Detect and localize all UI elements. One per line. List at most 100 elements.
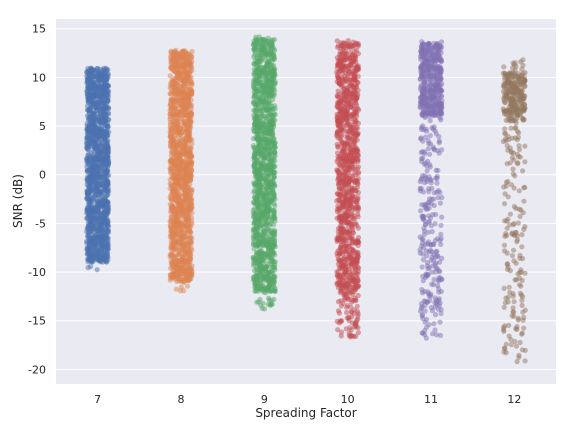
data-point: [94, 254, 99, 259]
data-point: [185, 242, 190, 247]
series-sf-8: [168, 48, 195, 294]
data-point: [267, 182, 272, 187]
data-point: [171, 161, 176, 166]
data-point: [352, 75, 357, 80]
data-point: [254, 151, 259, 156]
data-point: [89, 239, 94, 244]
data-point: [264, 287, 269, 292]
data-point: [260, 270, 265, 275]
data-point: [175, 61, 180, 66]
data-point: [355, 212, 360, 217]
data-point: [352, 178, 357, 183]
data-point: [91, 111, 96, 116]
data-point: [103, 162, 108, 167]
data-point: [356, 190, 361, 195]
data-point: [173, 149, 178, 154]
data-point: [271, 51, 276, 56]
data-point: [251, 190, 256, 195]
data-point: [88, 99, 93, 104]
data-point: [182, 260, 187, 265]
data-point: [189, 221, 194, 226]
data-point: [89, 125, 94, 130]
data-point: [265, 88, 270, 93]
data-point: [258, 162, 263, 167]
data-point: [335, 94, 340, 99]
data-point: [179, 102, 184, 107]
data-point: [181, 149, 186, 154]
data-point: [251, 165, 256, 170]
data-point: [104, 235, 109, 240]
data-point: [185, 284, 190, 289]
data-point: [178, 72, 183, 77]
data-point: [184, 94, 189, 99]
data-point: [168, 73, 173, 78]
data-point: [271, 46, 276, 51]
data-point: [266, 173, 271, 178]
data-point: [259, 212, 264, 217]
data-point: [183, 208, 188, 213]
data-point: [87, 245, 92, 250]
data-point: [254, 300, 259, 305]
data-point: [89, 195, 94, 200]
data-point: [177, 202, 182, 207]
data-point: [273, 106, 278, 111]
data-point: [189, 189, 194, 194]
data-point: [85, 205, 90, 210]
data-point: [258, 91, 263, 96]
data-point: [88, 121, 93, 126]
data-point: [189, 167, 194, 172]
data-point: [183, 122, 188, 127]
data-point: [96, 149, 101, 154]
data-point: [99, 133, 104, 138]
data-point: [103, 101, 108, 106]
data-point: [255, 102, 260, 107]
data-point: [177, 265, 182, 270]
data-point: [251, 108, 256, 113]
data-point: [257, 171, 262, 176]
series-sf-7: [84, 66, 111, 273]
data-point: [175, 118, 180, 123]
data-point: [168, 259, 173, 264]
data-point: [253, 273, 258, 278]
data-point: [256, 240, 261, 245]
data-point: [88, 170, 93, 175]
data-point: [105, 193, 110, 198]
data-point: [255, 114, 260, 119]
data-point: [99, 193, 104, 198]
data-point: [258, 245, 263, 250]
data-point: [92, 145, 97, 150]
data-point: [96, 204, 101, 209]
data-point: [87, 88, 92, 93]
data-point: [179, 222, 184, 227]
data-point: [189, 160, 194, 165]
data-point: [94, 137, 99, 142]
data-point: [184, 215, 189, 220]
data-point: [266, 273, 271, 278]
data-point: [183, 230, 188, 235]
data-point: [187, 138, 192, 143]
data-point: [179, 130, 184, 135]
data-point: [181, 114, 186, 119]
data-point: [172, 100, 177, 105]
data-point: [268, 76, 273, 81]
data-point: [169, 251, 174, 256]
data-point: [265, 162, 270, 167]
data-point: [173, 142, 178, 147]
data-point: [262, 68, 267, 73]
data-point: [169, 174, 174, 179]
data-point: [356, 330, 361, 335]
data-point: [180, 235, 185, 240]
data-point: [92, 229, 97, 234]
data-point: [252, 220, 257, 225]
data-point: [256, 68, 261, 73]
data-point: [257, 118, 262, 123]
data-point: [260, 83, 265, 88]
data-point: [106, 228, 111, 233]
data-point: [272, 66, 277, 71]
data-point: [84, 196, 89, 201]
data-point: [257, 142, 262, 147]
data-point: [170, 198, 175, 203]
data-point: [187, 265, 192, 270]
data-point: [262, 155, 267, 160]
data-point: [88, 264, 93, 269]
